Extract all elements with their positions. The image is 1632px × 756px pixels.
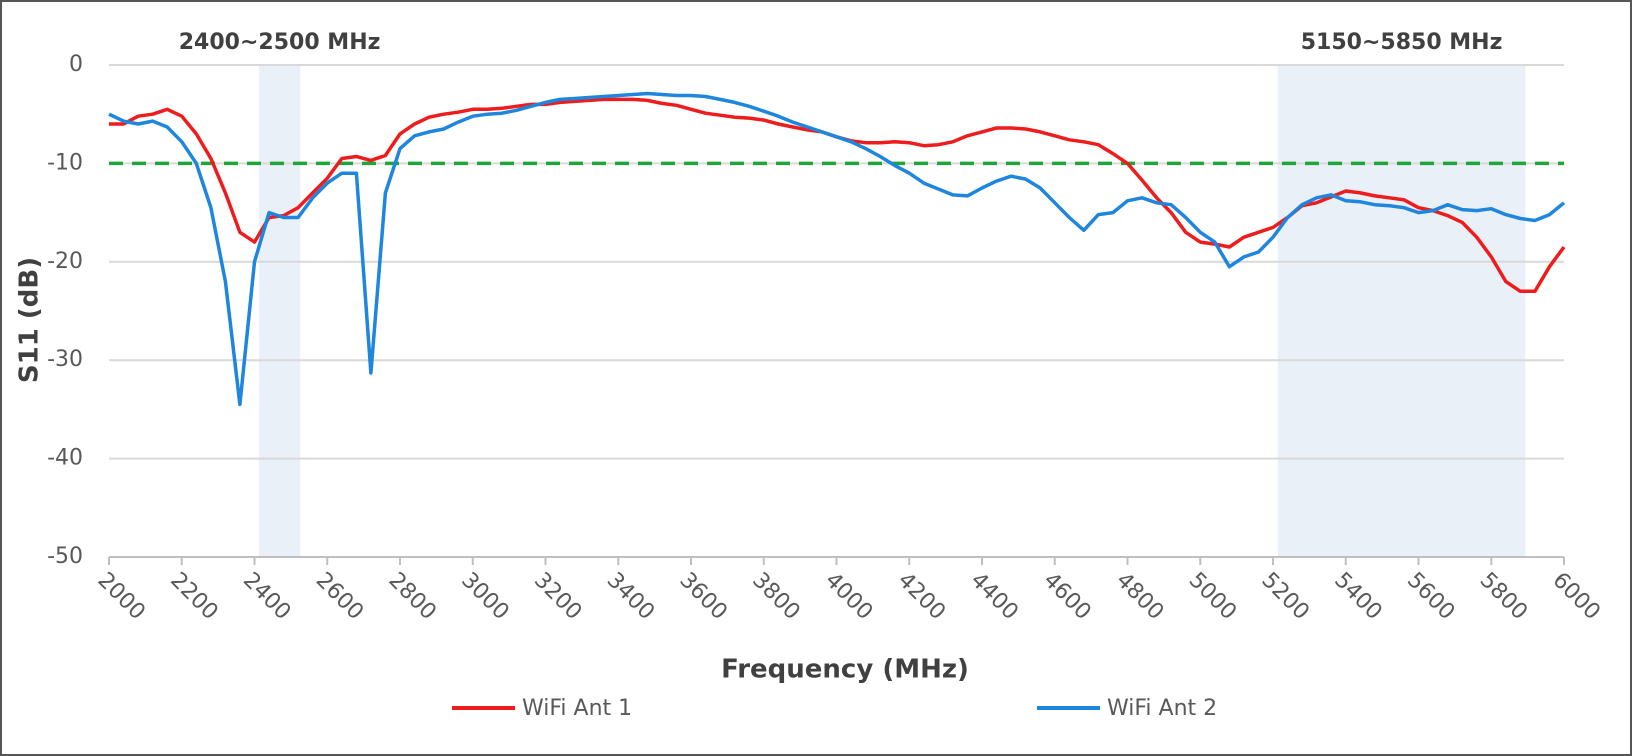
y-tick-label: -10 xyxy=(47,150,83,175)
y-tick-label: -40 xyxy=(47,446,83,471)
y-tick-label: -30 xyxy=(47,347,83,372)
y-tick-label: -20 xyxy=(47,249,83,274)
legend-label: WiFi Ant 1 xyxy=(522,696,632,721)
band xyxy=(258,65,301,557)
band xyxy=(1277,65,1526,557)
legend-label: WiFi Ant 2 xyxy=(1107,696,1217,721)
y-tick-label: -50 xyxy=(47,544,83,569)
y-axis-title: S11 (dB) xyxy=(15,257,45,383)
y-tick-label: 0 xyxy=(69,52,83,77)
series-line xyxy=(108,91,1566,407)
x-axis-title: Frequency (MHz) xyxy=(721,655,969,685)
band-label: 5150~5850 MHz xyxy=(1301,30,1503,55)
band-label: 2400~2500 MHz xyxy=(179,30,381,55)
